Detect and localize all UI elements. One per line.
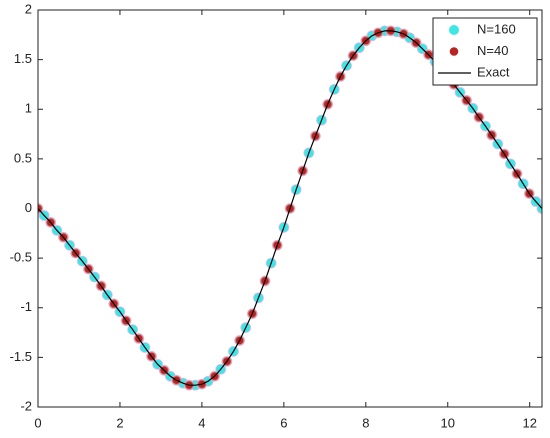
y-tick-label: -1.5 (10, 349, 32, 364)
y-tick-label: 0.5 (14, 150, 32, 165)
legend-label: N=160 (477, 21, 516, 36)
legend-label: N=40 (477, 43, 508, 58)
legend-swatch (449, 25, 459, 35)
x-tick-label: 4 (198, 415, 205, 430)
y-tick-label: -2 (20, 398, 32, 413)
x-tick-label: 0 (34, 415, 41, 430)
y-tick-label: -1 (20, 299, 32, 314)
series-layer (38, 25, 542, 391)
x-tick-label: 8 (362, 415, 369, 430)
legend-label: Exact (477, 64, 510, 79)
x-tick-label: 12 (522, 415, 536, 430)
line (38, 30, 542, 386)
y-tick-label: 1.5 (14, 51, 32, 66)
x-tick-label: 6 (280, 415, 287, 430)
legend-swatch (449, 47, 459, 56)
y-tick-label: -0.5 (10, 250, 32, 265)
x-tick-label: 2 (116, 415, 123, 430)
axes-box (37, 9, 543, 408)
x-tick-label: 10 (441, 415, 455, 430)
y-tick-label: 2 (25, 1, 32, 16)
marker (536, 203, 542, 214)
y-tick-label: 0 (25, 200, 32, 215)
y-tick-label: 1 (25, 101, 32, 116)
